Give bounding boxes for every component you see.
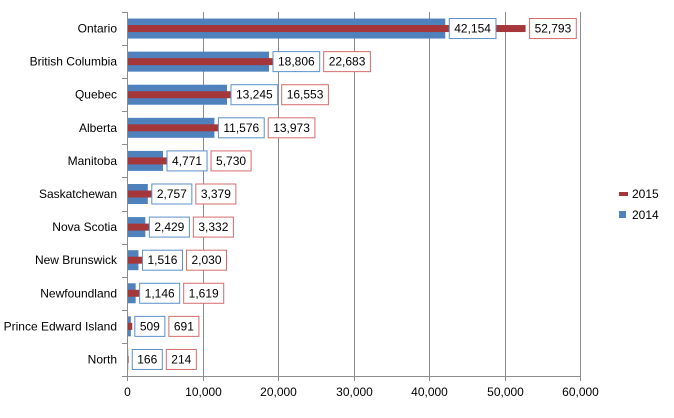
data-label-2015: 1,619	[183, 282, 225, 304]
svg-text:1,619: 1,619	[189, 286, 219, 300]
category-label: Quebec	[75, 88, 117, 102]
data-label-2015: 214	[165, 348, 197, 370]
data-label-2014: 4,771	[166, 150, 208, 172]
legend-item-2014: 2014	[619, 208, 659, 222]
data-label-2015: 2,030	[185, 249, 228, 271]
x-tick-label: 0	[124, 385, 131, 399]
data-label-2015: 5,730	[210, 150, 252, 172]
x-tick-labels: 0 10,000 20,000 30,000 40,000 50,000 60,000	[124, 385, 599, 399]
data-label-2015: 3,379	[195, 183, 237, 205]
x-tick-label: 40,000	[411, 385, 448, 399]
data-label-2015: 52,793	[529, 18, 577, 40]
data-label-2015: 691	[168, 315, 200, 337]
svg-text:2,429: 2,429	[154, 220, 184, 234]
bar-2015	[127, 124, 233, 132]
x-tick-label: 50,000	[487, 385, 524, 399]
svg-text:166: 166	[137, 352, 157, 366]
svg-text:13,245: 13,245	[236, 88, 273, 102]
x-tick-label: 20,000	[260, 385, 297, 399]
category-label: Saskatchewan	[39, 187, 117, 201]
x-tick-label: 30,000	[336, 385, 373, 399]
legend-swatch-2015	[619, 192, 628, 196]
data-label-2014: 166	[131, 348, 163, 370]
svg-text:52,793: 52,793	[535, 22, 572, 36]
category-label: North	[88, 352, 117, 366]
axes	[122, 12, 581, 381]
category-label: Prince Edward Island	[4, 319, 117, 333]
category-label: Ontario	[78, 22, 118, 36]
category-label: Alberta	[79, 121, 117, 135]
svg-text:691: 691	[174, 319, 194, 333]
svg-text:1,146: 1,146	[145, 286, 175, 300]
bar-2015	[127, 190, 153, 198]
data-label-2014: 42,154	[448, 18, 497, 40]
svg-text:11,576: 11,576	[223, 121, 259, 135]
data-label-2014: 1,516	[141, 249, 183, 271]
legend-label-2014: 2014	[632, 208, 659, 222]
category-label: Manitoba	[68, 154, 118, 168]
svg-text:509: 509	[140, 319, 160, 333]
category-label: Nova Scotia	[52, 220, 117, 234]
data-label-2015: 22,683	[323, 51, 371, 73]
data-label-2014: 18,806	[272, 51, 321, 73]
bar-2015	[127, 289, 140, 297]
bar-2015	[127, 25, 526, 33]
svg-text:18,806: 18,806	[278, 55, 315, 69]
legend: 2015 2014	[619, 187, 659, 222]
data-label-2014: 1,146	[139, 282, 181, 304]
data-label-2015: 13,973	[267, 117, 316, 139]
svg-text:5,730: 5,730	[216, 154, 246, 168]
category-label: Newfoundland	[40, 286, 117, 300]
legend-item-2015: 2015	[619, 187, 659, 201]
data-label-2014: 13,245	[230, 84, 279, 106]
data-label-2014: 509	[134, 315, 166, 337]
data-label-2015: 16,553	[281, 84, 329, 106]
bars	[127, 18, 526, 370]
data-label-2014: 2,757	[151, 183, 193, 205]
legend-swatch-2014	[619, 211, 626, 218]
legend-label-2015: 2015	[632, 187, 659, 201]
svg-text:3,332: 3,332	[198, 220, 228, 234]
svg-text:4,771: 4,771	[172, 154, 202, 168]
x-tick-label: 10,000	[185, 385, 222, 399]
data-label-2014: 11,576	[217, 117, 265, 139]
data-label-2014: 2,429	[148, 216, 190, 238]
bar-2015	[127, 91, 252, 99]
svg-text:42,154: 42,154	[454, 22, 491, 36]
svg-text:2,030: 2,030	[191, 253, 221, 267]
data-label-2015: 3,332	[192, 216, 234, 238]
svg-text:13,973: 13,973	[273, 121, 310, 135]
svg-text:1,516: 1,516	[147, 253, 177, 267]
bar-2015	[127, 322, 133, 330]
bar-2015	[127, 223, 153, 231]
svg-text:16,553: 16,553	[287, 88, 324, 102]
category-label: New Brunswick	[35, 253, 118, 267]
category-label: British Columbia	[30, 55, 118, 69]
svg-text:2,757: 2,757	[157, 187, 187, 201]
svg-text:22,683: 22,683	[329, 55, 366, 69]
svg-text:214: 214	[171, 352, 191, 366]
x-tick-label: 60,000	[562, 385, 599, 399]
bar-2015	[127, 256, 143, 264]
gridlines	[203, 12, 581, 376]
bar-2015	[127, 58, 299, 66]
svg-text:3,379: 3,379	[201, 187, 231, 201]
bar-2015	[127, 157, 171, 165]
data-labels: 42,154 52,793 18,806 22,683 13,245 16,553 11,5…	[131, 18, 577, 370]
category-labels: Ontario British Columbia Quebec Alberta Mani…	[4, 22, 118, 367]
